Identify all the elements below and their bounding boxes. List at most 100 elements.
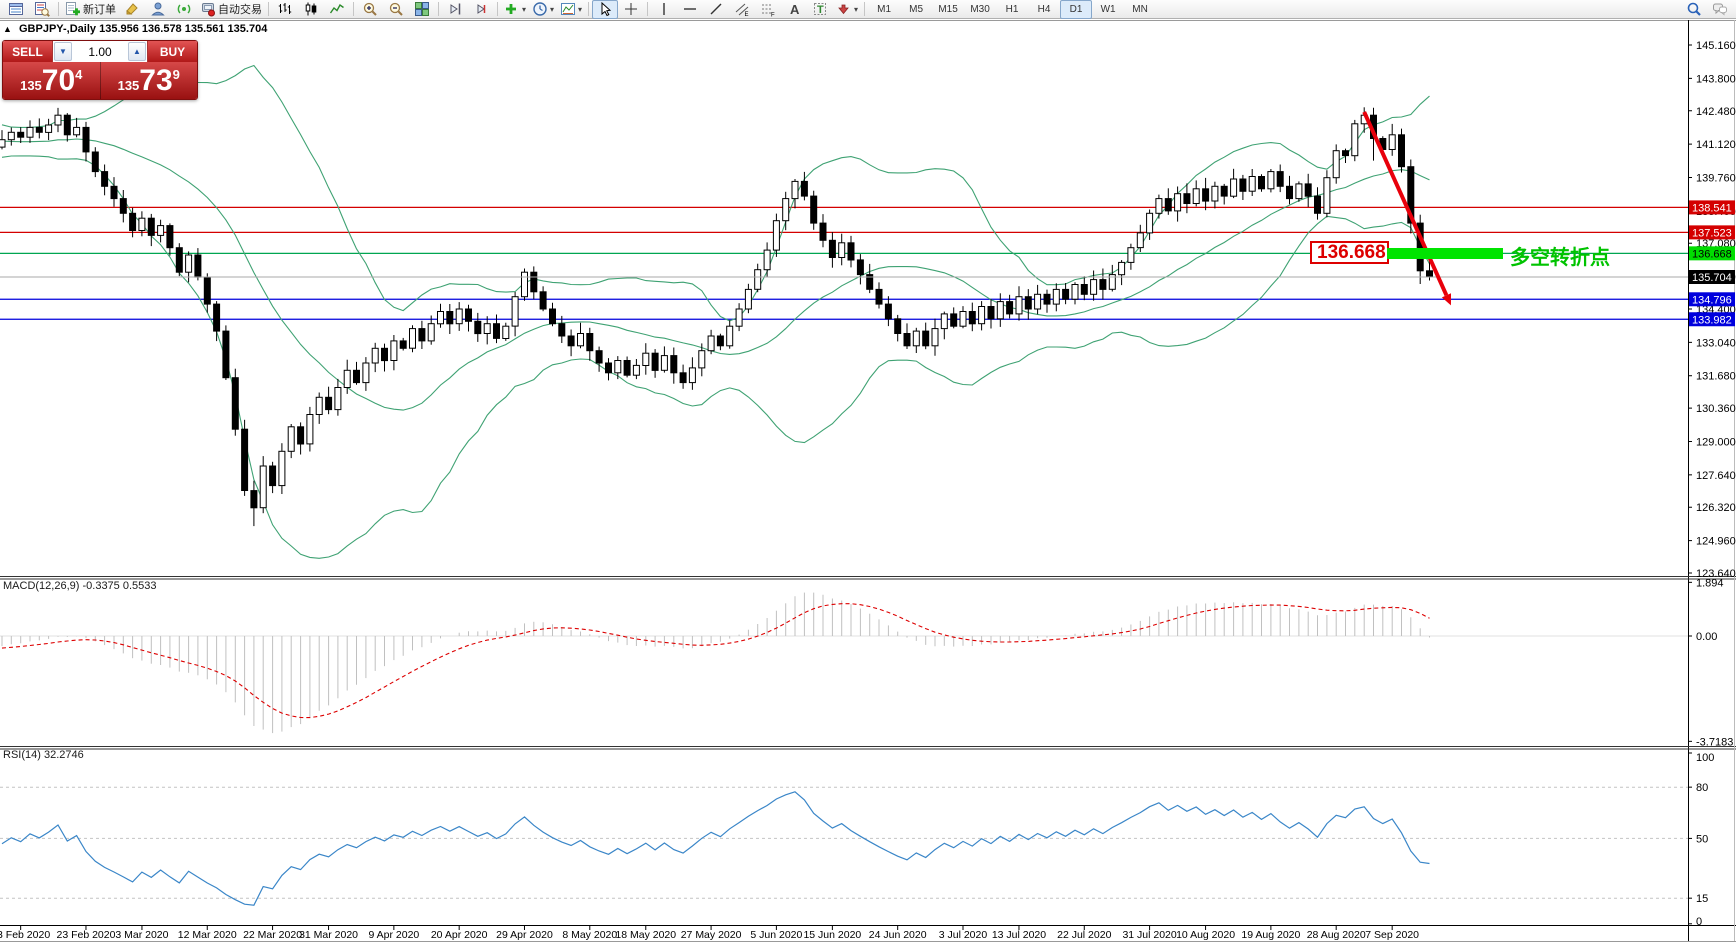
hline-objects[interactable] [0,206,1688,320]
cursor-icon[interactable] [592,0,619,19]
svg-text:124.960: 124.960 [1696,536,1736,548]
rsi-label: RSI(14) 32.2746 [3,749,84,761]
period-clock-icon[interactable]: ▾ [529,0,557,19]
buy-button[interactable]: BUY [148,41,197,62]
candlestick-chart-icon[interactable] [298,0,324,19]
svg-text:15 Jun 2020: 15 Jun 2020 [803,929,861,941]
label-icon[interactable]: T [807,0,833,19]
svg-text:20 Apr 2020: 20 Apr 2020 [431,929,488,941]
svg-text:80: 80 [1696,782,1708,794]
svg-text:142.480: 142.480 [1696,106,1736,118]
search-icon[interactable] [1681,0,1707,19]
add-indicator-icon[interactable]: ▾ [501,0,529,19]
tile-windows-icon[interactable] [409,0,435,19]
channel-icon[interactable]: E [729,0,755,19]
timeframe-h1-button[interactable]: H1 [1005,3,1019,15]
templates-icon[interactable]: ▾ [557,0,585,19]
svg-text:9 Apr 2020: 9 Apr 2020 [368,929,419,941]
macd-axis[interactable]: 1.894 0.00 -3.7183 [1688,577,1733,748]
autotrade-button[interactable]: 自动交易 [197,0,265,19]
chart-symbol-period: GBPJPY-,Daily [18,23,97,35]
vertical-line-icon[interactable] [651,0,677,19]
sell-price[interactable]: 135 70 4 [3,62,100,99]
quote-panel-toggle-icon[interactable]: ▲ [3,24,12,34]
rsi-line [1,791,1430,906]
axis-line-label: 138.541 [1689,200,1735,215]
new-order-button[interactable]: 新订单 [62,0,119,19]
timeframe-m5-button[interactable]: M5 [909,3,924,15]
svg-text:15: 15 [1696,893,1708,905]
svg-text:0.00: 0.00 [1696,631,1717,643]
volume-up-icon[interactable]: ▲ [128,42,146,61]
buy-price[interactable]: 135 73 9 [99,62,198,99]
macd-signal-line [1,603,1430,719]
svg-text:T: T [817,4,824,16]
volume-stepper: ▼ ▲ [52,41,148,62]
trend-arrow[interactable] [1362,111,1452,306]
eraser-icon[interactable] [119,0,145,19]
zoom-in-icon[interactable] [357,0,383,19]
svg-text:-3.7183: -3.7183 [1696,736,1733,748]
arrows-icon[interactable]: ▾ [833,0,861,19]
svg-text:12 Mar 2020: 12 Mar 2020 [178,929,237,941]
auto-scroll-icon[interactable] [468,0,494,19]
timeframe-mn-button[interactable]: MN [1132,3,1148,15]
sell-price-pips: 70 [41,63,76,97]
buy-price-pips: 73 [139,63,173,97]
timeframe-h4-button[interactable]: H4 [1037,3,1051,15]
svg-text:7 Sep 2020: 7 Sep 2020 [1365,929,1419,941]
svg-text:126.320: 126.320 [1696,502,1736,514]
price-axis[interactable]: 145.160143.800142.480141.120139.760138.4… [1688,40,1736,580]
svg-text:0: 0 [1696,916,1702,928]
chart-shift-icon[interactable] [442,0,468,19]
zoom-out-icon[interactable] [383,0,409,19]
svg-text:31 Jul 2020: 31 Jul 2020 [1122,929,1176,941]
chart-title: ▲ GBPJPY-,Daily 135.956 136.578 135.561 … [3,23,267,35]
sell-button[interactable]: SELL [3,41,52,62]
svg-text:31 Mar 2020: 31 Mar 2020 [299,929,358,941]
svg-text:134.796: 134.796 [1692,294,1732,306]
svg-text:5 Jun 2020: 5 Jun 2020 [750,929,802,941]
market-watch-icon[interactable] [29,0,55,19]
chart-ohlc-values: 135.956 136.578 135.561 135.704 [99,23,268,35]
svg-text:13 Feb 2020: 13 Feb 2020 [0,929,50,941]
profile-icon[interactable] [145,0,171,19]
toolbar-separator [268,2,269,16]
svg-text:22 Mar 2020: 22 Mar 2020 [243,929,302,941]
signal-icon[interactable] [171,0,197,19]
horizontal-line-icon[interactable] [677,0,703,19]
line-chart-icon[interactable] [324,0,350,19]
turning-point-marker[interactable] [1387,247,1503,259]
volume-input[interactable] [73,41,127,62]
fibonacci-icon[interactable]: F [755,0,781,19]
crosshair-icon[interactable] [618,0,644,19]
macd-label: MACD(12,26,9) -0.3375 0.5533 [3,580,157,592]
timeframe-m30-button[interactable]: M30 [970,3,990,15]
chart-area[interactable]: 145.160143.800142.480141.120139.760138.4… [0,20,1736,941]
buy-price-int: 135 [117,78,140,93]
trendline-icon[interactable] [703,0,729,19]
bar-chart-icon[interactable] [272,0,298,19]
timeframe-w1-button[interactable]: W1 [1100,3,1116,15]
svg-text:24 Jun 2020: 24 Jun 2020 [869,929,927,941]
volume-down-icon[interactable]: ▼ [54,42,72,61]
svg-text:22 Jul 2020: 22 Jul 2020 [1057,929,1111,941]
turning-point-note[interactable]: 多空转折点 [1510,247,1610,270]
timeframe-m15-button[interactable]: M15 [938,3,958,15]
text-icon[interactable]: A [781,0,807,19]
svg-text:13 Jul 2020: 13 Jul 2020 [992,929,1046,941]
timeframe-d1-button[interactable]: D1 [1060,0,1093,19]
rsi-axis[interactable]: 100 80 50 15 0 [1688,752,1714,928]
svg-text:127.640: 127.640 [1696,470,1736,482]
chat-icon[interactable] [1707,0,1733,19]
svg-text:139.760: 139.760 [1696,172,1736,184]
main-toolbar: 新订单 自动交易 ▾ ▾ ▾ E F A T ▾ M1 M5 M15 M30 H1 H4 D1 W1 MN [0,0,1736,19]
price-callout-label[interactable]: 136.668 [1310,241,1389,265]
svg-text:133.040: 133.040 [1696,337,1736,349]
svg-text:138.541: 138.541 [1692,202,1732,214]
charts-window-icon[interactable] [3,0,29,19]
buy-price-point: 9 [172,67,180,82]
axis-line-label: 137.523 [1689,225,1735,240]
timeframe-m1-button[interactable]: M1 [877,3,892,15]
